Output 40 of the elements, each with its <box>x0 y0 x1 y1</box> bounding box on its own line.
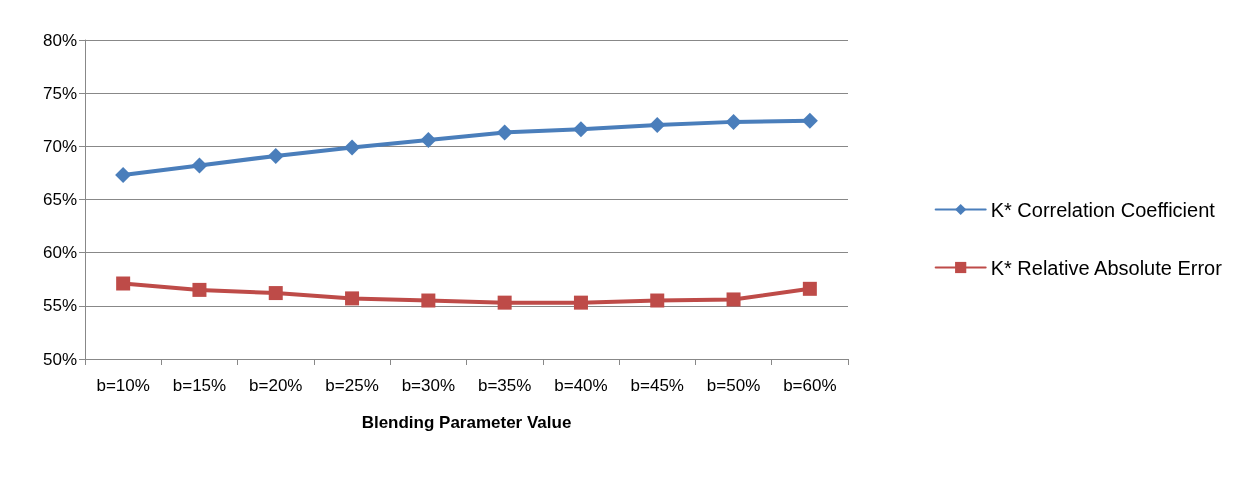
point <box>115 167 132 184</box>
point <box>192 282 207 297</box>
x-tick-label: b=25% <box>325 376 379 395</box>
y-tick-label: 65% <box>42 190 77 209</box>
x-tick-label: b=10% <box>96 376 150 395</box>
point <box>116 276 131 291</box>
point <box>421 293 436 308</box>
point <box>344 139 361 156</box>
point <box>267 147 284 164</box>
point <box>802 281 817 296</box>
x-tick-label: b=50% <box>706 376 761 395</box>
y-tick-label: 50% <box>42 349 77 369</box>
x-tick-label: b=20% <box>249 376 303 395</box>
point <box>650 293 665 308</box>
point <box>496 124 513 141</box>
x-tick-label: b=60% <box>783 376 837 395</box>
y-tick-label: 55% <box>42 296 77 316</box>
point <box>801 112 818 129</box>
point <box>649 117 666 134</box>
x-axis-title: Blending Parameter Value <box>361 413 572 432</box>
point <box>268 286 283 301</box>
legend-label: K* Relative Absolute Error <box>990 256 1223 279</box>
x-tick-label: b=40% <box>554 376 608 395</box>
point <box>726 292 741 307</box>
x-tick-label: b=15% <box>172 376 227 395</box>
point <box>497 295 512 310</box>
x-tick-label: b=45% <box>630 376 684 395</box>
y-tick-label: 60% <box>42 243 77 263</box>
y-tick-label: 80% <box>42 30 77 50</box>
point <box>725 113 742 130</box>
legend-label: K* Correlation Coefficient <box>990 198 1216 221</box>
point <box>191 157 208 174</box>
y-tick-label: 75% <box>42 83 77 103</box>
x-tick-label: b=35% <box>477 376 532 395</box>
point <box>572 121 589 138</box>
point <box>573 295 588 310</box>
point <box>345 291 360 306</box>
x-tick-label: b=30% <box>401 376 456 395</box>
point <box>420 131 437 148</box>
y-tick-label: 70% <box>42 136 77 156</box>
